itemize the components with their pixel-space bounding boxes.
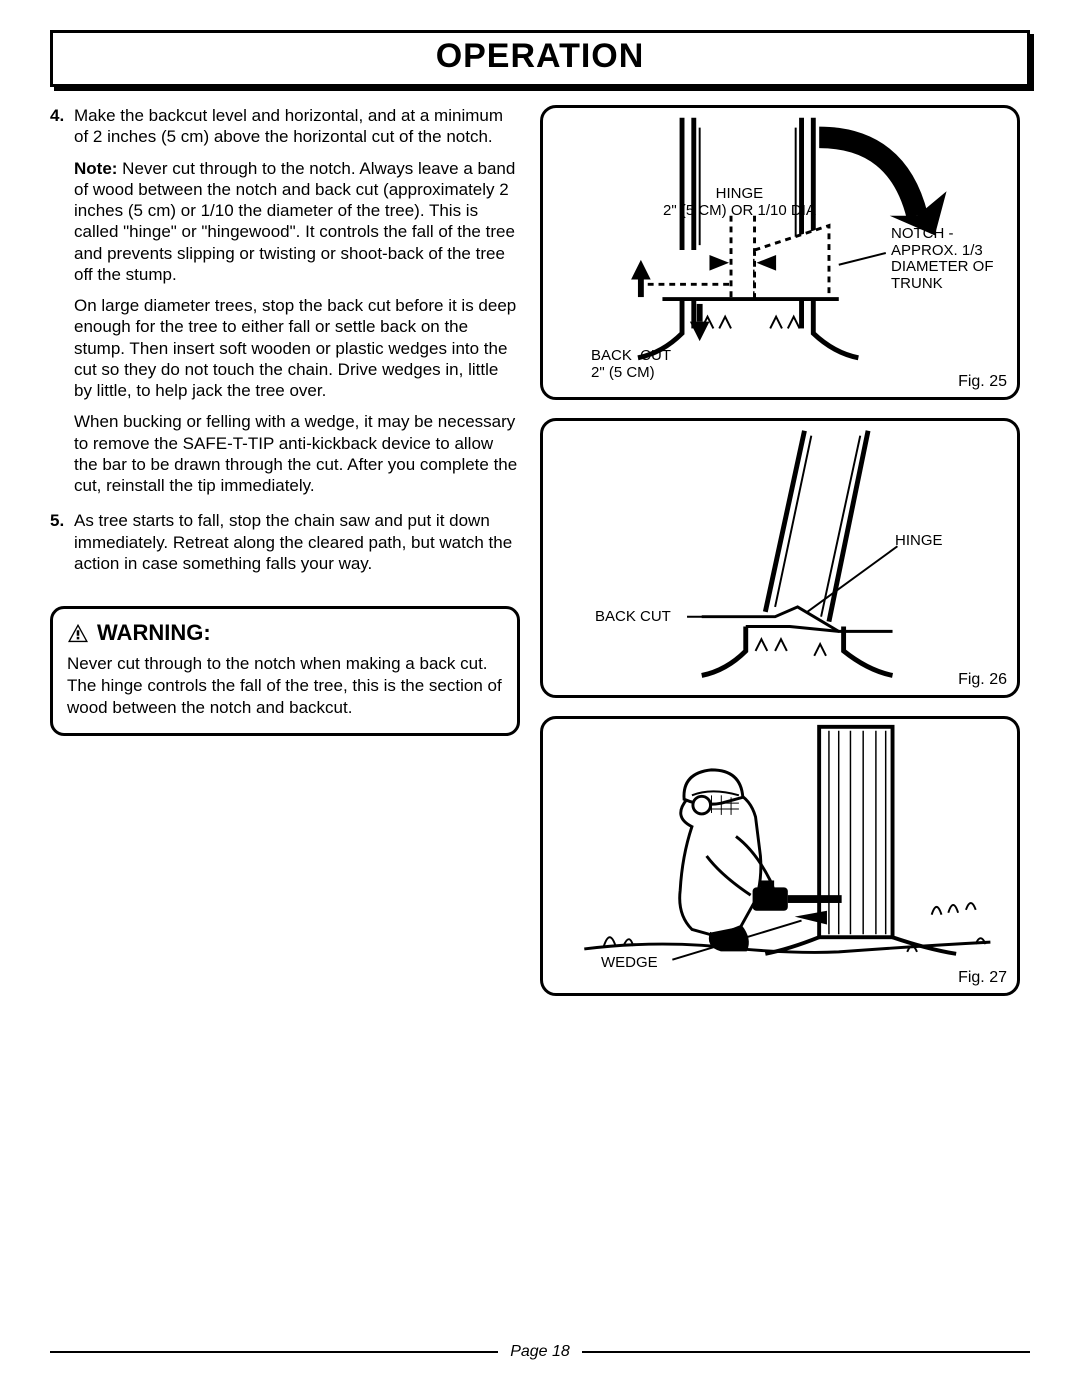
figure-column: HINGE 2" (5 CM) OR 1/10 DIA NOTCH - APPR… (540, 105, 1020, 996)
step-4-body: Make the backcut level and horizontal, a… (74, 105, 520, 506)
section-title: OPERATION (53, 37, 1027, 76)
warning-header: WARNING: (67, 619, 503, 647)
fig27-caption: Fig. 27 (958, 969, 1007, 987)
warning-text: Never cut through to the notch when maki… (67, 653, 503, 719)
step-4-para3: When bucking or felling with a wedge, it… (74, 411, 520, 496)
page-number: Page 18 (510, 1343, 570, 1361)
note-label: Note: (74, 159, 117, 178)
footer-rule-left (50, 1351, 498, 1353)
step-4-para2: On large diameter trees, stop the back c… (74, 295, 520, 401)
figure-27-svg (543, 719, 1017, 993)
warning-box: WARNING: Never cut through to the notch … (50, 606, 520, 736)
content-columns: 4. Make the backcut level and horizontal… (50, 105, 1030, 996)
fig27-wedge-label: WEDGE (601, 955, 658, 972)
step-4-lead: Make the backcut level and horizontal, a… (74, 105, 520, 148)
footer-rule-right (582, 1351, 1030, 1353)
step-4-number: 4. (50, 105, 74, 506)
figure-25: HINGE 2" (5 CM) OR 1/10 DIA NOTCH - APPR… (540, 105, 1020, 400)
section-title-box: OPERATION (50, 30, 1030, 87)
step-4-note: Note: Never cut through to the notch. Al… (74, 158, 520, 286)
page: OPERATION 4. Make the backcut level and … (0, 0, 1080, 1397)
fig25-caption: Fig. 25 (958, 373, 1007, 391)
warning-icon (67, 623, 89, 643)
fig26-caption: Fig. 26 (958, 671, 1007, 689)
page-footer: Page 18 (50, 1343, 1030, 1361)
figure-26: HINGE BACK CUT Fig. 26 (540, 418, 1020, 698)
warning-title: WARNING: (97, 619, 211, 647)
figure-27: WEDGE Fig. 27 (540, 716, 1020, 996)
step-5-body: As tree starts to fall, stop the chain s… (74, 510, 520, 574)
step-5: 5. As tree starts to fall, stop the chai… (50, 510, 520, 584)
fig26-hinge-label: HINGE (895, 533, 943, 550)
fig25-hinge-label: HINGE 2" (5 CM) OR 1/10 DIA (663, 186, 816, 219)
note-body: Never cut through to the notch. Always l… (74, 159, 515, 284)
fig25-backcut-label: BACK CUT 2" (5 CM) (591, 348, 671, 381)
step-4: 4. Make the backcut level and horizontal… (50, 105, 520, 506)
text-column: 4. Make the backcut level and horizontal… (50, 105, 520, 996)
figure-26-svg (543, 421, 1017, 695)
step-5-number: 5. (50, 510, 74, 584)
fig26-backcut-label: BACK CUT (595, 609, 671, 626)
fig25-notch-label: NOTCH - APPROX. 1/3 DIAMETER OF TRUNK (891, 226, 994, 292)
